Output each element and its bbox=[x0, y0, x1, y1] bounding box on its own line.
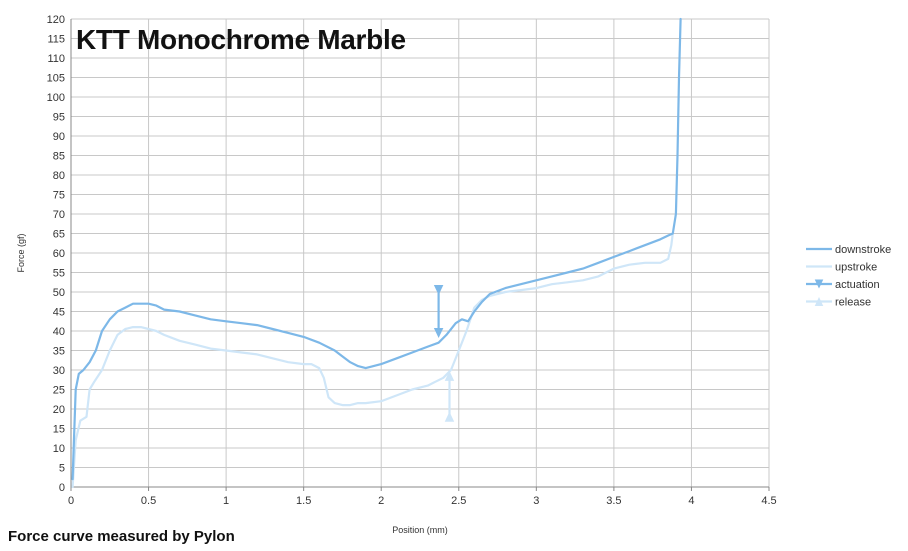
legend-item-downstroke: downstroke bbox=[806, 244, 891, 256]
series-downstroke bbox=[71, 17, 682, 481]
x-axis-label: Position (mm) bbox=[392, 525, 448, 535]
legend-item-upstroke: upstroke bbox=[806, 262, 877, 274]
y-tick-label: 90 bbox=[53, 131, 65, 143]
y-tick-label: 5 bbox=[59, 463, 65, 475]
x-tick-label: 0.5 bbox=[141, 495, 156, 507]
legend-item-actuation: actuation bbox=[806, 279, 880, 291]
legend-item-release: release bbox=[806, 297, 871, 309]
legend-marker bbox=[814, 279, 824, 289]
y-axis-label: Force (gf) bbox=[16, 233, 26, 272]
y-tick-label: 35 bbox=[53, 346, 65, 358]
data-point-release bbox=[444, 370, 455, 381]
y-tick-label: 85 bbox=[53, 151, 65, 163]
data-point-actuation bbox=[433, 285, 444, 296]
series-upstroke bbox=[71, 232, 674, 489]
x-tick-label: 3 bbox=[533, 495, 539, 507]
y-tick-label: 30 bbox=[53, 365, 65, 377]
y-tick-label: 65 bbox=[53, 229, 65, 241]
legend-label: release bbox=[835, 297, 871, 309]
legend-label: actuation bbox=[835, 279, 880, 291]
series-line-downstroke bbox=[71, 17, 682, 481]
y-tick-label: 55 bbox=[53, 268, 65, 280]
y-tick-label: 80 bbox=[53, 170, 65, 182]
y-tick-label: 40 bbox=[53, 326, 65, 338]
x-tick-label: 4.5 bbox=[761, 495, 776, 507]
x-tick-labels: 0 0.5 1 1.5 2 2.5 3 3.5 4 4.5 bbox=[68, 495, 777, 507]
x-tick-label: 4 bbox=[688, 495, 694, 507]
y-tick-label: 20 bbox=[53, 404, 65, 416]
legend-label: upstroke bbox=[835, 262, 877, 274]
x-tick-label: 2 bbox=[378, 495, 384, 507]
grid-lines bbox=[70, 18, 770, 488]
chart-title: KTT Monochrome Marble bbox=[76, 24, 406, 55]
x-tick-label: 1 bbox=[223, 495, 229, 507]
y-tick-label: 25 bbox=[53, 385, 65, 397]
legend: downstroke upstroke actuation release bbox=[806, 244, 891, 309]
y-tick-label: 50 bbox=[53, 287, 65, 299]
y-tick-label: 60 bbox=[53, 248, 65, 260]
x-tick-label: 1.5 bbox=[296, 495, 311, 507]
y-tick-label: 10 bbox=[53, 443, 65, 455]
x-tick-label: 0 bbox=[68, 495, 74, 507]
series-actuation bbox=[433, 285, 444, 338]
x-tick-label: 2.5 bbox=[451, 495, 466, 507]
y-tick-label: 100 bbox=[47, 92, 65, 104]
data-point-release bbox=[444, 411, 455, 422]
y-tick-label: 15 bbox=[53, 424, 65, 436]
footer-note: Force curve measured by Pylon bbox=[8, 528, 235, 545]
y-tick-label: 110 bbox=[47, 53, 65, 65]
y-tick-label: 95 bbox=[53, 112, 65, 124]
y-tick-label: 70 bbox=[53, 209, 65, 221]
y-tick-label: 105 bbox=[47, 73, 65, 85]
y-tick-label: 115 bbox=[47, 34, 65, 46]
y-tick-labels: 0 5 10 15 20 25 30 35 40 45 50 55 60 65 70 75 80 85 90 95 10… bbox=[47, 14, 65, 494]
y-tick-label: 120 bbox=[47, 14, 65, 26]
y-tick-label: 75 bbox=[53, 190, 65, 202]
axes bbox=[70, 19, 770, 491]
legend-marker bbox=[814, 297, 824, 306]
legend-label: downstroke bbox=[835, 244, 891, 256]
series-release bbox=[444, 370, 455, 422]
series-line-upstroke bbox=[71, 232, 674, 489]
data-point-actuation bbox=[433, 327, 444, 338]
x-tick-label: 3.5 bbox=[606, 495, 621, 507]
series-lines bbox=[71, 17, 682, 489]
y-tick-label: 45 bbox=[53, 307, 65, 319]
y-tick-label: 0 bbox=[59, 482, 65, 494]
